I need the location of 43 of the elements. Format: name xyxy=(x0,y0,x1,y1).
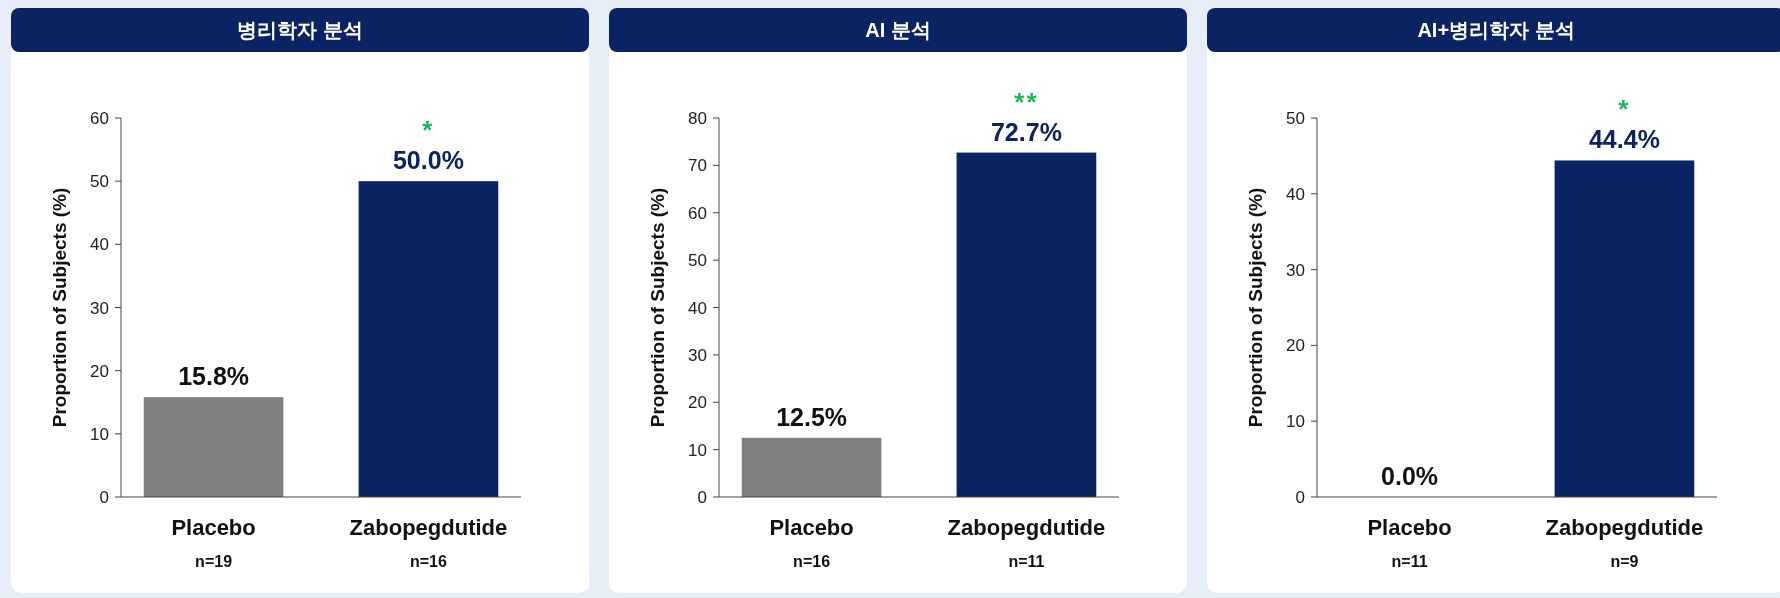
y-axis-title: Proportion of Subjects (%) xyxy=(1245,187,1266,428)
x-tick-label: Placebo n=11 xyxy=(1367,515,1452,570)
data-label: 44.4% xyxy=(1588,125,1660,154)
y-axis-title: Proportion of Subjects (%) xyxy=(647,187,668,428)
annotation: ** xyxy=(1014,86,1039,117)
y-tick-label: 70 xyxy=(688,156,707,176)
y-tick-label: 30 xyxy=(1286,260,1305,280)
y-tick-label: 60 xyxy=(688,203,707,223)
annotation: * xyxy=(1618,94,1631,125)
x-tick-label: Zabopegdutide n=9 xyxy=(1545,515,1704,570)
x-tick-label: Placebo n=16 xyxy=(769,515,854,570)
y-tick-label: 0 xyxy=(99,488,109,507)
chart-title: AI+병리학자 분석 xyxy=(1417,19,1575,41)
y-tick-label: 0 xyxy=(697,488,707,507)
y-tick-label: 50 xyxy=(1286,109,1305,128)
data-label: 12.5% xyxy=(776,402,848,431)
annotation: * xyxy=(422,115,435,146)
data-label: 15.8% xyxy=(178,362,250,391)
x-tick-label: Zabopegdutide n=16 xyxy=(349,515,508,570)
x-tick-label: Placebo n=19 xyxy=(171,515,256,570)
chart-title: AI 분석 xyxy=(865,19,931,41)
x-tick-label: Zabopegdutide n=11 xyxy=(947,515,1106,570)
chart-title: 병리학자 분석 xyxy=(237,19,363,41)
y-tick-label: 50 xyxy=(688,251,707,271)
y-tick-label: 40 xyxy=(90,235,109,255)
y-tick-label: 30 xyxy=(688,345,707,365)
y-tick-label: 80 xyxy=(688,109,707,128)
y-tick-label: 40 xyxy=(1286,184,1305,204)
y-tick-label: 40 xyxy=(688,298,707,318)
y-tick-label: 20 xyxy=(90,361,109,381)
y-tick-label: 20 xyxy=(688,393,707,413)
y-tick-label: 30 xyxy=(90,298,109,318)
y-tick-label: 10 xyxy=(688,440,707,460)
data-label: 72.7% xyxy=(990,117,1062,146)
y-tick-label: 10 xyxy=(1286,412,1305,432)
y-tick-label: 50 xyxy=(90,172,109,192)
y-tick-label: 60 xyxy=(90,109,109,128)
y-axis-title: Proportion of Subjects (%) xyxy=(49,187,70,428)
y-tick-label: 0 xyxy=(1295,488,1305,507)
data-label: 0.0% xyxy=(1381,462,1439,490)
y-tick-label: 10 xyxy=(90,424,109,444)
data-label: 50.0% xyxy=(392,146,464,175)
y-tick-label: 20 xyxy=(1286,336,1305,356)
